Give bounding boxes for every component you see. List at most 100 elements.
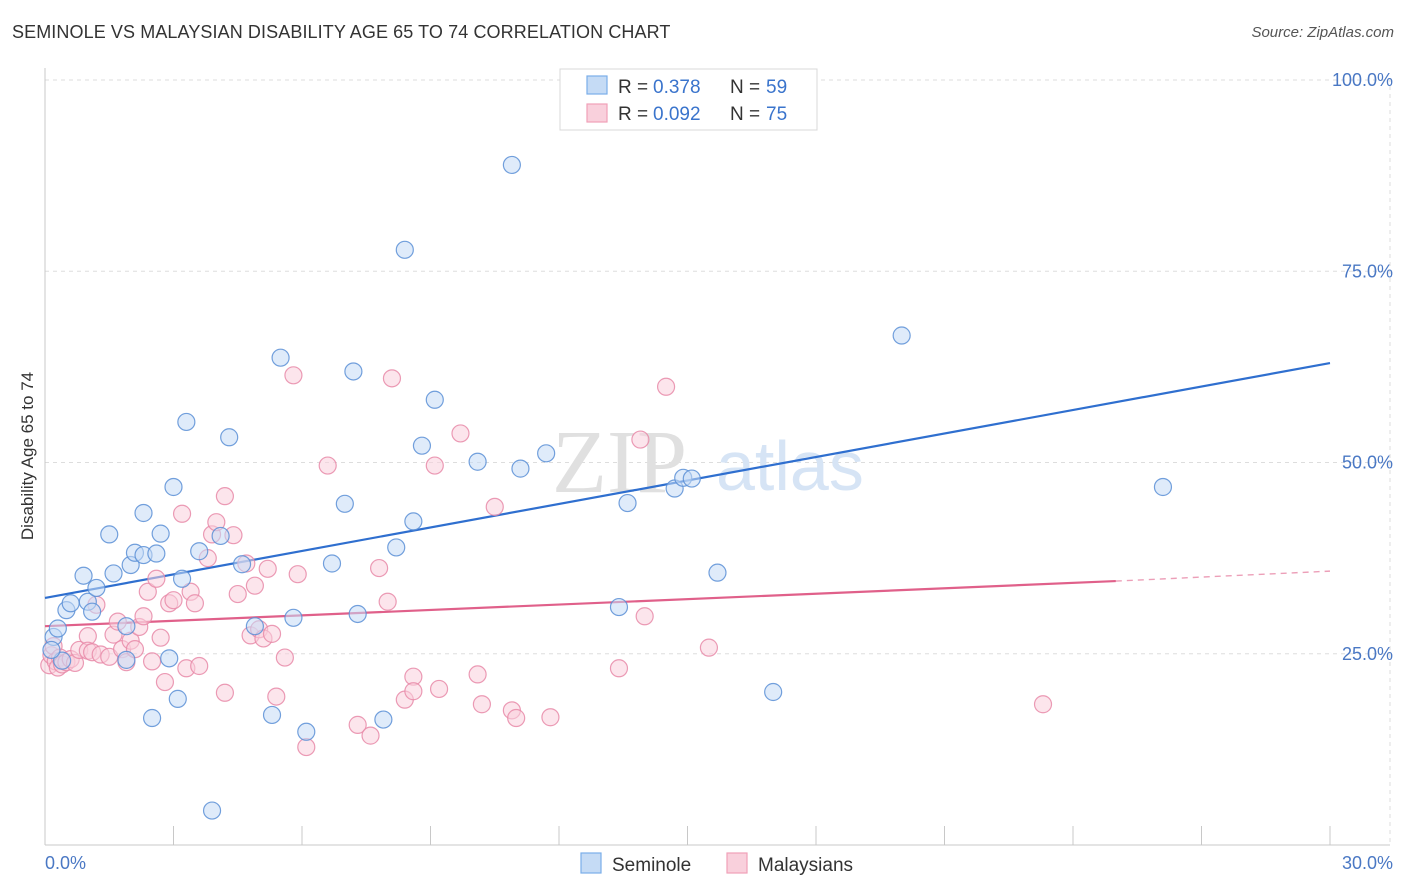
point-malaysians xyxy=(699,638,719,657)
point-malaysians xyxy=(485,497,504,516)
point-seminole xyxy=(53,651,72,670)
x-tick-label-max: 30.0% xyxy=(1342,853,1393,873)
point-malaysians xyxy=(267,687,286,706)
legend-r-label: R = xyxy=(618,104,648,125)
point-malaysians xyxy=(164,591,183,610)
bottom-legend-swatch-malaysians xyxy=(726,852,748,874)
point-seminole xyxy=(211,526,230,546)
point-malaysians xyxy=(138,582,157,601)
point-seminole xyxy=(220,428,239,447)
point-malaysians xyxy=(215,683,234,702)
bottom-legend-seminole: Seminole xyxy=(612,855,691,876)
y-tick-label: 25.0% xyxy=(1342,644,1393,664)
point-malaysians xyxy=(635,607,654,626)
point-malaysians xyxy=(258,559,277,578)
point-malaysians xyxy=(507,708,526,728)
bottom-legend-swatch-seminole xyxy=(580,852,602,874)
legend-n-malaysians: 75 xyxy=(766,104,787,125)
point-seminole xyxy=(502,155,521,175)
point-seminole xyxy=(284,608,303,627)
watermark-atlas: atlas xyxy=(716,427,864,505)
point-seminole xyxy=(335,494,354,513)
point-seminole xyxy=(297,722,316,741)
point-seminole xyxy=(160,649,179,668)
point-seminole xyxy=(142,708,162,728)
point-malaysians xyxy=(185,594,205,613)
point-seminole xyxy=(374,710,393,729)
y-axis-label: Disability Age 65 to 74 xyxy=(18,372,37,540)
point-seminole xyxy=(271,348,290,367)
point-malaysians xyxy=(155,672,175,692)
point-seminole xyxy=(117,617,136,636)
point-malaysians xyxy=(284,366,303,385)
point-malaysians xyxy=(245,576,264,595)
point-seminole xyxy=(344,362,363,381)
legend-swatch-malaysians xyxy=(586,103,608,123)
point-malaysians xyxy=(215,487,234,506)
point-malaysians xyxy=(382,369,402,388)
point-malaysians xyxy=(609,659,629,678)
point-seminole xyxy=(609,597,629,617)
point-seminole xyxy=(322,554,342,573)
point-malaysians xyxy=(361,726,380,745)
point-malaysians xyxy=(541,708,560,727)
watermark-zip: ZIP xyxy=(552,413,687,512)
point-seminole xyxy=(104,564,123,583)
point-seminole xyxy=(425,390,444,409)
trend-line-malaysians xyxy=(44,579,1116,628)
point-seminole xyxy=(245,617,264,636)
point-seminole xyxy=(83,602,102,621)
point-seminole xyxy=(395,240,414,259)
point-malaysians xyxy=(348,715,367,734)
legend-n-label: N = xyxy=(730,104,760,125)
y-tick-label: 50.0% xyxy=(1342,453,1393,473)
point-seminole xyxy=(100,525,119,544)
point-seminole xyxy=(618,493,637,513)
legend-n-label: N = xyxy=(730,77,760,98)
point-seminole xyxy=(177,412,196,432)
point-seminole xyxy=(172,569,192,588)
point-seminole xyxy=(1153,477,1173,497)
point-seminole xyxy=(511,459,530,478)
legend-n-seminole: 59 xyxy=(766,77,787,98)
point-malaysians xyxy=(228,584,247,604)
point-seminole xyxy=(134,503,153,523)
y-tick-label: 100.0% xyxy=(1332,70,1393,90)
point-malaysians xyxy=(370,558,389,578)
point-seminole xyxy=(262,705,282,725)
watermark: ZIP atlas xyxy=(552,413,864,512)
point-seminole xyxy=(87,578,106,598)
legend-swatch-seminole xyxy=(586,75,608,95)
point-seminole xyxy=(348,604,367,624)
gridlines xyxy=(45,78,1391,845)
chart-title: SEMINOLE VS MALAYSIAN DISABILITY AGE 65 … xyxy=(12,22,671,42)
point-malaysians xyxy=(472,695,491,714)
point-seminole xyxy=(164,477,183,497)
trend-line-extension-malaysians xyxy=(1115,570,1331,582)
legend-r-malaysians: 0.092 xyxy=(653,104,701,125)
legend: R = 0.378 N = 59 R = 0.092 N = 75 xyxy=(559,68,818,131)
point-seminole xyxy=(764,682,783,702)
point-malaysians xyxy=(297,737,316,757)
y-tick-label: 75.0% xyxy=(1342,261,1393,281)
axes xyxy=(44,68,1390,846)
point-seminole xyxy=(537,444,556,463)
point-seminole xyxy=(42,640,61,660)
legend-r-label: R = xyxy=(618,77,648,98)
point-seminole xyxy=(892,326,911,345)
point-malaysians xyxy=(1033,695,1053,714)
point-malaysians xyxy=(288,565,307,584)
point-seminole xyxy=(168,689,187,708)
point-seminole xyxy=(682,469,701,488)
bottom-legend: Seminole Malaysians xyxy=(580,852,853,876)
point-malaysians xyxy=(275,648,294,667)
point-seminole xyxy=(74,566,93,585)
point-seminole xyxy=(387,538,406,557)
point-malaysians xyxy=(262,624,282,643)
point-malaysians xyxy=(404,682,423,701)
point-seminole xyxy=(190,542,209,561)
point-seminole xyxy=(412,436,432,455)
point-malaysians xyxy=(151,628,170,647)
point-seminole xyxy=(117,650,136,669)
